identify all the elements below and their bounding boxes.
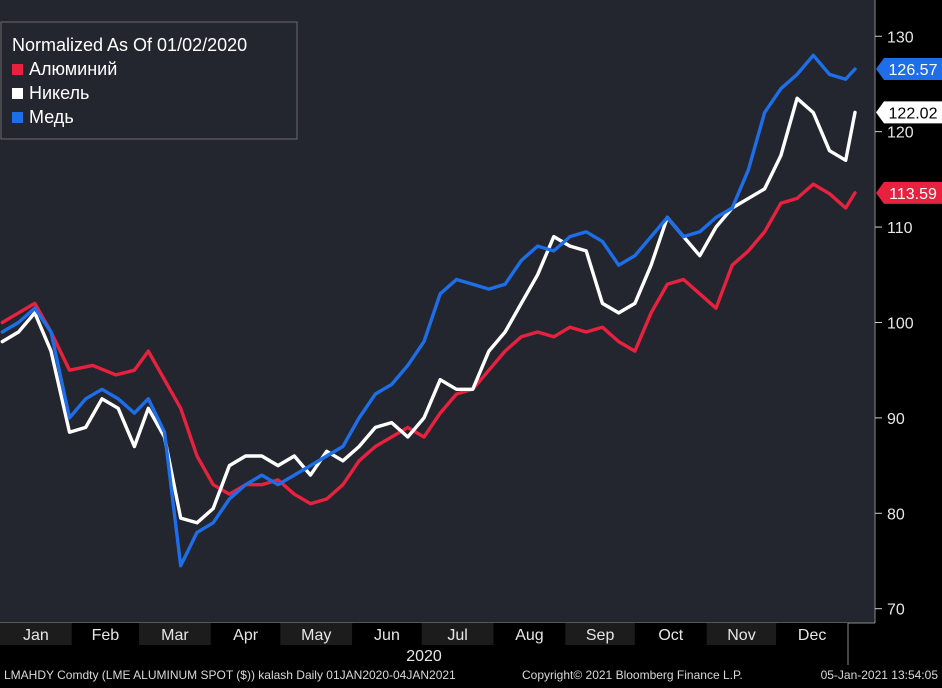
legend-items: Алюминий Никель Медь <box>12 59 117 127</box>
legend-box <box>0 21 298 140</box>
x-tick-label: Nov <box>727 627 755 644</box>
value-tag-label: 113.59 <box>889 186 937 203</box>
x-tick-label: Oct <box>658 627 683 644</box>
series-line-2 <box>0 96 857 525</box>
y-tick-label: 100 <box>887 315 914 332</box>
value-tag-shape <box>876 181 942 204</box>
series-line-3 <box>0 53 857 568</box>
legend-swatch <box>12 88 23 99</box>
y-axis-ticks: 70 80 90 100 110 120 130 <box>875 29 914 619</box>
footer-copyright: Copyright© 2021 Bloomberg Finance L.P. <box>522 668 743 682</box>
x-month-band <box>776 623 849 645</box>
y-tick-label: 70 <box>887 602 905 619</box>
y-tick-label: 130 <box>887 29 914 46</box>
x-month-band <box>421 623 494 645</box>
x-month-band <box>210 623 281 645</box>
last-value-tag-1: 113.59 <box>876 181 942 204</box>
x-month-band <box>634 623 707 645</box>
last-value-tags: 113.59 122.02 126.57 <box>876 57 942 204</box>
footer-source: LMAHDY Comdty (LME ALUMINUM SPOT ($)) ka… <box>4 668 456 682</box>
value-tag-label: 122.02 <box>889 105 938 122</box>
x-month-band <box>71 623 140 645</box>
x-tick-label: Mar <box>161 627 189 644</box>
x-month-band <box>280 623 353 645</box>
x-tick-label: Sep <box>586 627 615 644</box>
value-tag-shape <box>876 57 942 80</box>
footer-timestamp: 05-Jan-2021 13:54:05 <box>821 668 939 682</box>
y-tick-label: 90 <box>887 411 905 428</box>
x-year-label: 2020 <box>406 648 442 665</box>
x-month-bands: Jan Feb Mar Apr May Jun Jul Aug Sep Oct Nov Dec 2020 <box>0 623 849 665</box>
x-tick-label: Jan <box>23 627 49 644</box>
x-tick-label: Dec <box>798 627 826 644</box>
y-axis-area <box>875 0 942 623</box>
x-tick-label: Aug <box>515 627 543 644</box>
series-lines <box>0 53 857 568</box>
series-line-1 <box>0 182 857 506</box>
x-month-band <box>565 623 635 645</box>
last-value-tag-3: 126.57 <box>876 57 942 80</box>
legend-swatch <box>12 64 23 75</box>
legend-label: Медь <box>29 107 74 127</box>
x-month-band <box>493 623 566 645</box>
x-tick-label: Jul <box>447 627 467 644</box>
x-month-band <box>706 623 777 645</box>
last-value-tag-2: 122.02 <box>876 101 942 124</box>
value-tag-shape <box>876 101 942 124</box>
x-month-band <box>352 623 422 645</box>
x-tick-label: May <box>301 627 331 644</box>
y-tick-label: 80 <box>887 506 905 523</box>
legend-label: Алюминий <box>29 59 117 79</box>
legend-swatch <box>12 112 23 123</box>
x-tick-label: Apr <box>233 627 259 644</box>
legend-label: Никель <box>29 83 89 103</box>
value-tag-label: 126.57 <box>889 62 938 79</box>
legend-title: Normalized As Of 01/02/2020 <box>12 35 247 55</box>
y-tick-label: 120 <box>887 125 914 142</box>
y-tick-label: 110 <box>887 220 913 237</box>
x-tick-label: Feb <box>92 627 120 644</box>
x-month-band <box>139 623 211 645</box>
legend: Normalized As Of 01/02/2020 Алюминий Нике… <box>0 21 298 140</box>
x-tick-label: Jun <box>374 627 400 644</box>
x-month-band <box>0 623 72 645</box>
